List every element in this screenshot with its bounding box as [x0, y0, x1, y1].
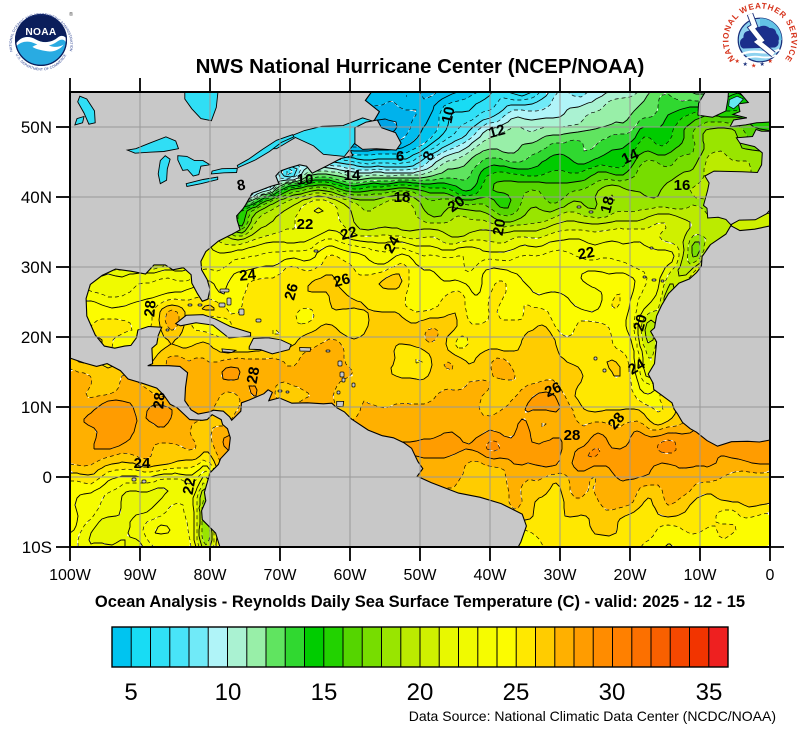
svg-text:10: 10 — [297, 171, 314, 188]
svg-text:6: 6 — [396, 148, 404, 165]
svg-text:30N: 30N — [21, 258, 52, 277]
svg-text:10S: 10S — [22, 538, 52, 557]
svg-text:26: 26 — [332, 270, 353, 291]
svg-text:10: 10 — [215, 679, 242, 706]
svg-text:20: 20 — [490, 218, 510, 237]
svg-text:22: 22 — [339, 223, 360, 244]
svg-text:NOAA: NOAA — [25, 27, 57, 38]
svg-text:12: 12 — [487, 121, 508, 142]
svg-text:22: 22 — [297, 216, 314, 233]
svg-text:28: 28 — [150, 392, 168, 410]
svg-text:★: ★ — [751, 63, 756, 70]
svg-text:50N: 50N — [21, 118, 52, 137]
svg-text:®: ® — [69, 11, 73, 18]
svg-text:15: 15 — [311, 679, 338, 706]
svg-text:20: 20 — [630, 313, 651, 334]
svg-text:28: 28 — [564, 427, 581, 444]
svg-text:40N: 40N — [21, 188, 52, 207]
svg-text:25: 25 — [503, 679, 530, 706]
svg-text:35: 35 — [696, 679, 723, 706]
svg-text:0: 0 — [43, 468, 52, 487]
svg-text:26: 26 — [542, 379, 564, 401]
svg-text:70W: 70W — [264, 567, 298, 584]
svg-text:★: ★ — [768, 58, 773, 65]
svg-text:60W: 60W — [334, 567, 368, 584]
svg-text:8: 8 — [236, 176, 247, 194]
svg-text:5: 5 — [124, 679, 137, 706]
svg-text:90W: 90W — [124, 567, 158, 584]
svg-text:80W: 80W — [194, 567, 228, 584]
svg-text:22: 22 — [577, 244, 596, 264]
svg-text:10W: 10W — [684, 567, 718, 584]
svg-text:20: 20 — [445, 193, 468, 216]
svg-text:24: 24 — [625, 355, 649, 378]
svg-text:18: 18 — [394, 189, 411, 206]
svg-text:20N: 20N — [21, 328, 52, 347]
svg-text:★: ★ — [735, 58, 740, 65]
svg-text:14: 14 — [344, 167, 361, 184]
svg-text:20W: 20W — [614, 567, 648, 584]
svg-text:18: 18 — [597, 195, 618, 216]
svg-text:14: 14 — [619, 145, 642, 168]
svg-text:16: 16 — [674, 177, 691, 194]
svg-text:★: ★ — [743, 61, 748, 68]
svg-text:40W: 40W — [474, 567, 508, 584]
svg-text:28: 28 — [244, 366, 264, 385]
svg-text:24: 24 — [239, 266, 258, 284]
svg-text:20: 20 — [407, 679, 434, 706]
svg-text:22: 22 — [180, 477, 200, 496]
svg-text:30: 30 — [599, 679, 626, 706]
svg-text:30W: 30W — [544, 567, 578, 584]
svg-text:26: 26 — [281, 282, 302, 303]
svg-text:10N: 10N — [21, 398, 52, 417]
svg-text:0: 0 — [766, 567, 775, 584]
svg-text:100W: 100W — [49, 567, 92, 584]
svg-text:★: ★ — [760, 61, 765, 68]
svg-text:10: 10 — [439, 105, 459, 125]
svg-text:50W: 50W — [404, 567, 438, 584]
svg-text:24: 24 — [134, 455, 151, 472]
svg-text:24: 24 — [381, 233, 404, 257]
svg-text:28: 28 — [141, 300, 159, 318]
